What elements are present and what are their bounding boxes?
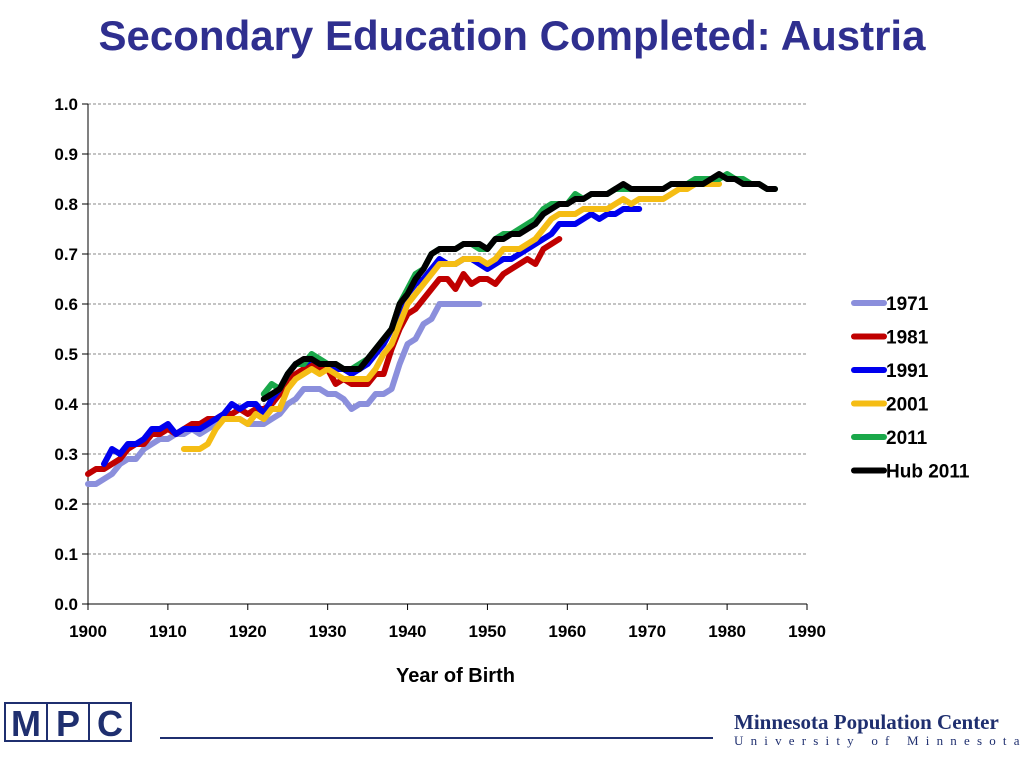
legend-label: 1991 [886, 361, 929, 382]
chart-gridlines [88, 103, 807, 555]
legend-label: 2011 [886, 428, 928, 449]
series-line [101, 206, 643, 467]
x-tick-label: 1970 [628, 622, 666, 641]
org-university: University of Minnesota [734, 733, 1024, 748]
y-tick-label: 0.9 [54, 145, 78, 164]
series-line [85, 301, 483, 487]
y-tick-label: 0.8 [54, 195, 78, 214]
chart-series [85, 171, 778, 487]
x-tick-label: 1920 [229, 622, 267, 641]
y-tick-label: 0.4 [54, 395, 78, 414]
y-tick-label: 0.0 [54, 595, 78, 614]
footer-divider [160, 737, 713, 739]
chart-axes [82, 103, 808, 610]
x-tick-label: 1910 [149, 622, 187, 641]
y-tick-label: 0.6 [54, 295, 78, 314]
org-name: Minnesota Population Center [734, 710, 999, 734]
y-tick-label: 0.1 [54, 545, 78, 564]
x-tick-label: 1940 [389, 622, 427, 641]
logo-letter: C [88, 702, 132, 744]
series-line [260, 171, 778, 402]
y-axis-ticks: 0.0 0.1 0.2 0.3 0.4 0.5 0.6 0.7 0.8 0.9 1.0 [54, 95, 78, 614]
y-tick-label: 1.0 [54, 95, 78, 114]
x-tick-label: 1930 [309, 622, 347, 641]
logo-letter: M [4, 702, 48, 744]
slide-title: Secondary Education Completed: Austria [98, 12, 926, 59]
x-tick-label: 1900 [69, 622, 107, 641]
x-tick-label: 1980 [708, 622, 746, 641]
y-tick-label: 0.2 [54, 495, 78, 514]
legend-label: 2001 [886, 395, 929, 416]
logo-letter: P [46, 702, 90, 744]
x-tick-label: 1960 [548, 622, 586, 641]
chart-legend: 1971 1981 1991 2001 2011 Hub 2011 [851, 294, 970, 483]
x-tick-label: 1950 [469, 622, 507, 641]
legend-label: 1981 [886, 328, 929, 349]
y-tick-label: 0.7 [54, 245, 78, 264]
series-line [180, 181, 723, 452]
org-wordmark: Minnesota Population Center University o… [734, 710, 1024, 749]
mpc-logo: M P C [4, 702, 132, 744]
x-axis-ticks: 1900 1910 1920 1930 1940 1950 1960 1970 1980 1990 [69, 622, 826, 641]
legend-label: 1971 [886, 294, 929, 315]
series-line [260, 171, 778, 397]
line-chart: 0.00.10.20.30.40.50.60.70.80.91.0 1900 19… [54, 95, 970, 687]
x-tick-label: 1990 [788, 622, 826, 641]
legend-label: Hub 2011 [886, 462, 970, 483]
x-axis-title: Year of Birth [396, 665, 515, 687]
y-tick-label: 0.5 [54, 345, 78, 364]
y-tick-label: 0.3 [54, 445, 78, 464]
